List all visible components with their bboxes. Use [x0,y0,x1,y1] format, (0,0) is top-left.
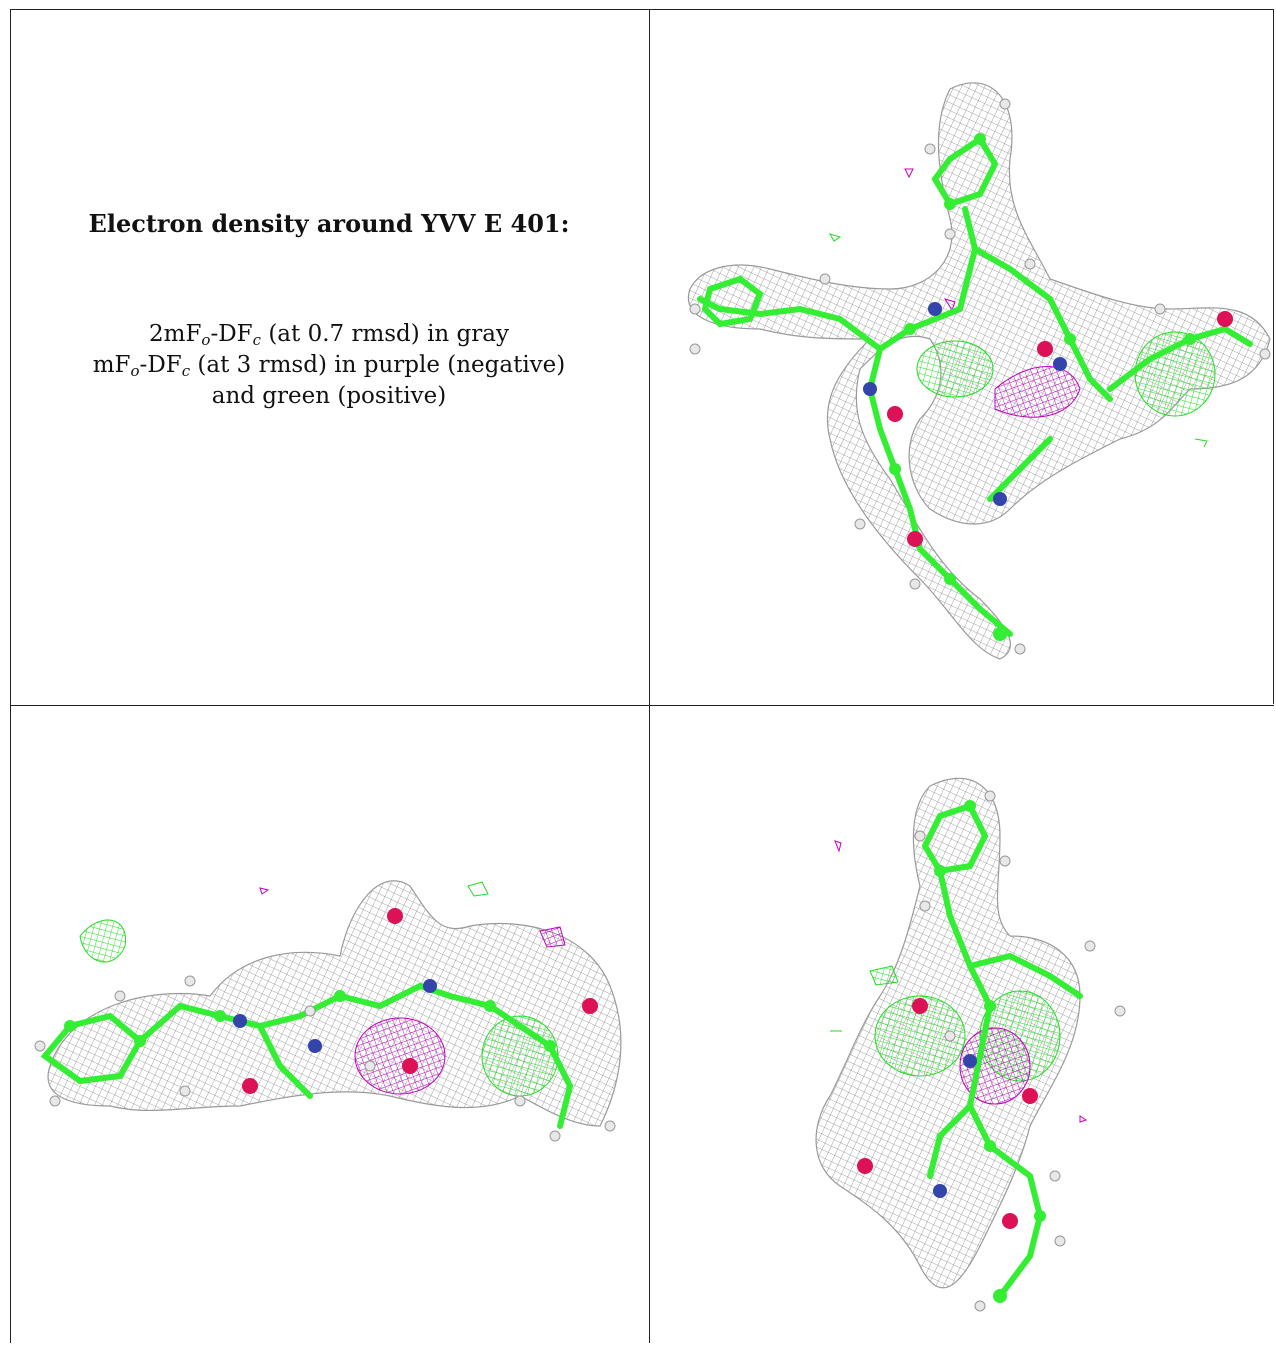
density-render-3 [815,777,1126,1312]
density-panel-top-right [650,9,1274,704]
legend-line-colors: and green (positive) [211,383,447,409]
grid-line-center [649,9,650,1343]
legend-text: 2mF [149,321,202,347]
legend-sub: c [181,362,191,380]
caption-cell: Electron density around YVV E 401: 2mFo-… [10,9,648,704]
grid-line-middle [10,705,1274,706]
legend-text: -DF [139,352,182,378]
mesh-negative [834,840,1088,1123]
mesh-negative [259,887,566,1095]
caption-title: Electron density around YVV E 401: [88,209,570,238]
mesh-2fofc [47,880,622,1127]
legend-sub: o [201,331,211,349]
legend-line-2fofc: 2mFo-DFc (at 0.7 rmsd) in gray [10,319,648,350]
ball-and-stick-model [857,790,1126,1312]
caption-legend: 2mFo-DFc (at 0.7 rmsd) in gray mFo-DFc (… [10,319,648,412]
legend-text: (at 0.7 rmsd) in gray [261,321,509,347]
legend-sub: c [252,331,262,349]
mesh-negative [904,168,1081,418]
legend-text: (at 3 rmsd) in purple (negative) [190,352,566,378]
ball-and-stick-model [34,908,616,1142]
ball-and-stick-model [689,98,1271,655]
figure-grid: Electron density around YVV E 401: 2mFo-… [10,9,1274,1343]
legend-text: -DF [210,321,253,347]
density-panel-bottom-left [10,706,648,1343]
density-panel-bottom-right [650,706,1274,1343]
legend-text: mF [92,352,131,378]
legend-sub: o [130,362,140,380]
legend-line-fofc: mFo-DFc (at 3 rmsd) in purple (negative) [10,350,648,381]
mesh-positive [828,233,1216,448]
grid-line-top [10,9,1274,10]
grid-line-right [1273,9,1274,704]
grid-line-left [10,9,11,1343]
density-render-1 [687,82,1271,660]
density-render-2 [34,880,622,1142]
